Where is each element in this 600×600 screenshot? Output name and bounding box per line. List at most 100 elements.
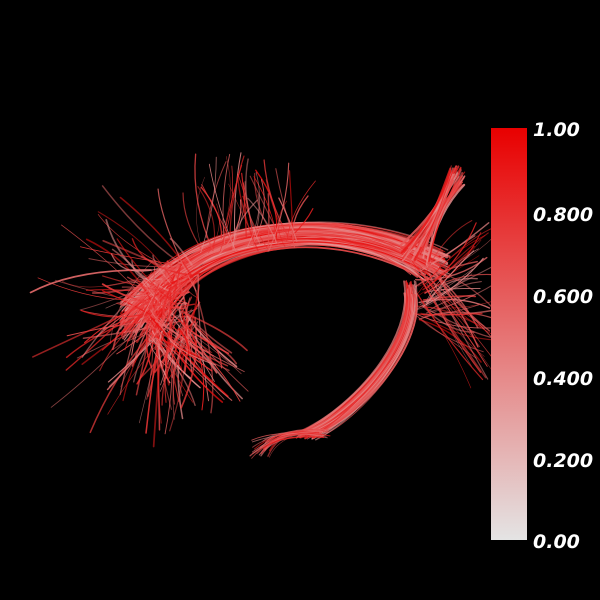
streamline bbox=[191, 333, 205, 411]
streamline bbox=[192, 332, 238, 365]
streamline bbox=[148, 331, 184, 373]
streamline bbox=[131, 259, 163, 281]
streamline bbox=[156, 337, 225, 400]
streamline bbox=[315, 280, 417, 441]
streamline bbox=[131, 238, 193, 276]
streamline bbox=[105, 294, 154, 309]
streamline bbox=[200, 186, 222, 239]
streamline bbox=[116, 302, 162, 310]
streamline bbox=[222, 164, 243, 243]
streamline bbox=[418, 311, 500, 321]
streamline bbox=[140, 255, 171, 273]
colorbar-tick-label: 0.600 bbox=[533, 286, 594, 308]
streamline bbox=[177, 251, 198, 299]
streamline bbox=[311, 294, 414, 433]
streamline bbox=[219, 165, 234, 253]
streamline bbox=[315, 296, 412, 434]
streamline bbox=[268, 431, 320, 443]
streamline bbox=[428, 232, 489, 287]
streamline bbox=[101, 185, 190, 270]
streamline bbox=[165, 309, 177, 386]
streamline bbox=[150, 309, 233, 401]
streamline bbox=[418, 269, 485, 327]
streamline bbox=[145, 283, 160, 369]
streamline bbox=[146, 333, 196, 407]
streamline bbox=[156, 293, 162, 424]
colorbar bbox=[491, 128, 527, 540]
streamline bbox=[168, 337, 217, 366]
streamlines bbox=[29, 152, 500, 459]
streamline bbox=[412, 287, 484, 381]
streamline bbox=[184, 311, 233, 354]
streamline bbox=[253, 194, 260, 240]
streamline bbox=[146, 298, 154, 400]
streamline bbox=[111, 248, 168, 316]
streamline bbox=[245, 158, 261, 244]
streamline bbox=[425, 179, 454, 248]
streamline bbox=[229, 155, 245, 238]
streamline bbox=[425, 277, 478, 304]
streamline bbox=[112, 281, 161, 351]
streamline bbox=[268, 162, 290, 252]
streamline bbox=[104, 261, 193, 287]
streamline bbox=[412, 312, 483, 316]
streamline bbox=[423, 300, 497, 309]
streamline bbox=[422, 245, 475, 291]
streamline bbox=[400, 169, 452, 254]
streamline bbox=[415, 255, 480, 298]
streamline bbox=[29, 269, 152, 294]
streamline bbox=[305, 292, 415, 436]
streamline bbox=[85, 289, 189, 304]
streamline bbox=[233, 152, 242, 240]
streamline bbox=[154, 319, 218, 374]
streamline bbox=[417, 294, 472, 389]
streamline bbox=[425, 250, 475, 306]
colorbar-tick-label: 0.00 bbox=[533, 531, 580, 553]
streamline bbox=[236, 175, 259, 252]
streamline bbox=[259, 431, 329, 448]
streamline bbox=[424, 265, 496, 312]
streamline bbox=[317, 290, 416, 431]
streamline bbox=[124, 282, 170, 351]
streamline bbox=[150, 274, 176, 340]
streamline bbox=[305, 288, 411, 440]
streamline bbox=[79, 272, 181, 311]
streamline bbox=[426, 284, 494, 314]
colorbar-tick-label: 0.800 bbox=[533, 204, 594, 226]
streamline bbox=[241, 172, 247, 238]
colorbar-tick-label: 1.00 bbox=[533, 119, 580, 141]
streamline bbox=[303, 280, 407, 432]
streamline bbox=[88, 258, 182, 268]
streamline bbox=[262, 436, 325, 449]
colorbar-tick-label: 0.400 bbox=[533, 368, 594, 390]
streamline bbox=[403, 173, 457, 257]
streamline bbox=[411, 235, 486, 302]
streamline bbox=[411, 260, 495, 336]
streamline bbox=[208, 163, 236, 251]
streamline bbox=[422, 257, 484, 308]
streamline bbox=[152, 314, 245, 373]
streamline bbox=[171, 321, 199, 379]
streamline bbox=[424, 304, 480, 317]
streamline bbox=[414, 268, 487, 379]
streamline bbox=[109, 260, 154, 344]
streamline bbox=[144, 320, 230, 372]
streamline bbox=[65, 285, 158, 371]
streamline bbox=[232, 181, 246, 246]
streamline bbox=[419, 167, 455, 256]
streamline bbox=[79, 246, 174, 265]
streamline bbox=[306, 291, 414, 440]
streamline bbox=[97, 211, 178, 289]
streamline bbox=[420, 312, 500, 341]
streamline bbox=[291, 195, 309, 248]
streamline bbox=[418, 239, 482, 287]
streamline bbox=[119, 196, 194, 279]
streamline bbox=[228, 183, 258, 245]
streamline bbox=[428, 273, 489, 380]
streamline bbox=[247, 197, 277, 244]
streamline bbox=[420, 272, 488, 367]
streamline bbox=[76, 309, 193, 359]
streamline bbox=[278, 197, 298, 242]
streamline bbox=[424, 273, 494, 295]
